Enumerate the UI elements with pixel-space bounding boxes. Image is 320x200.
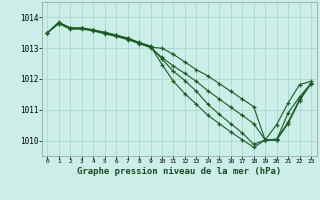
X-axis label: Graphe pression niveau de la mer (hPa): Graphe pression niveau de la mer (hPa) bbox=[77, 167, 281, 176]
